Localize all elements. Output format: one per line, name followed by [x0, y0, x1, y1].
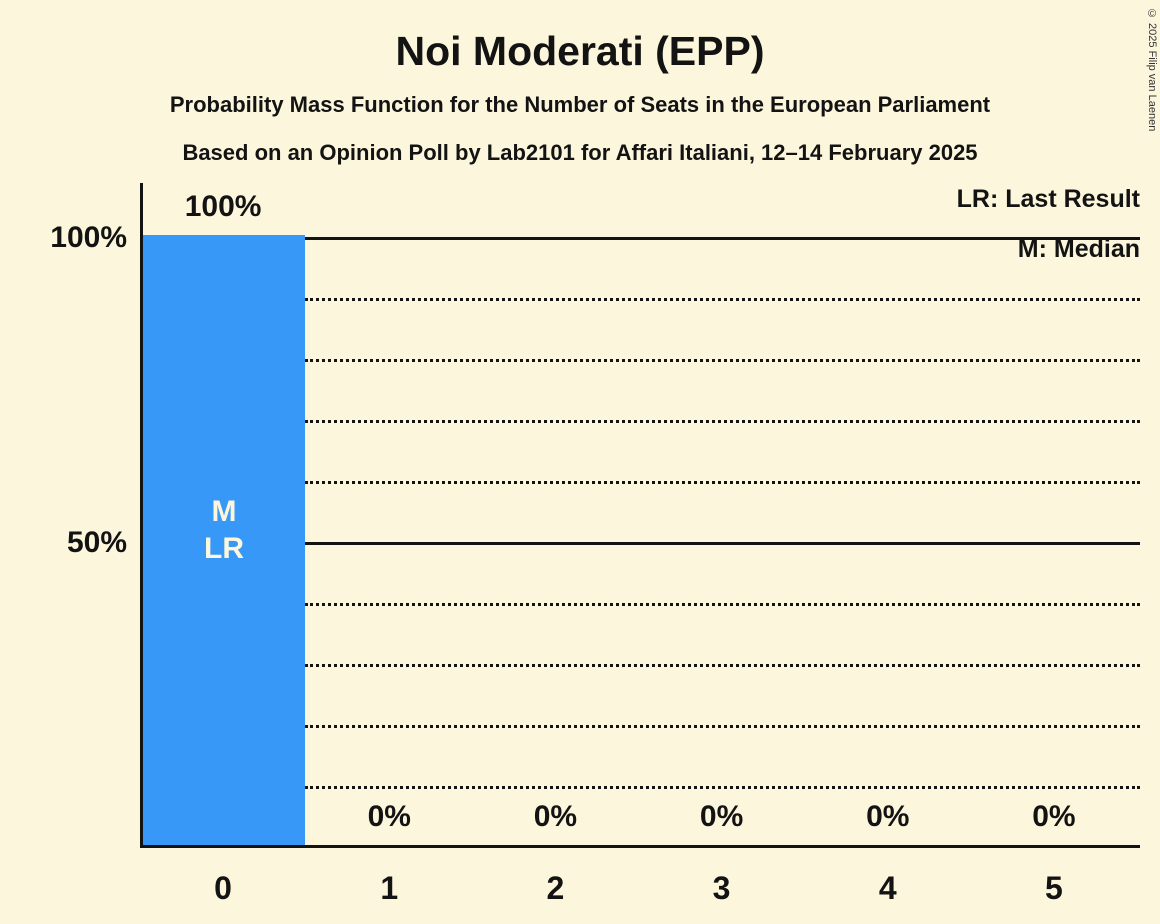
x-tick-seats-0: 0 [214, 870, 232, 906]
x-tick-seats-1: 1 [380, 870, 399, 906]
legend-last-result: LR: Last Result [956, 185, 1140, 213]
x-tick-seats-5: 5 [1045, 870, 1063, 906]
value-label-seats-3: 0% [699, 800, 744, 833]
median-last-result-annotation: M LR [204, 495, 244, 565]
gridline-90pct [305, 297, 1140, 301]
chart-title: Noi Moderati (EPP) [395, 28, 765, 74]
gridline-100pct [305, 236, 1140, 240]
x-tick-seats-2: 2 [546, 870, 565, 906]
y-tick-50pct: 50% [66, 526, 127, 559]
gridline-40pct [305, 602, 1140, 606]
x-tick-seats-4: 4 [878, 870, 897, 906]
gridline-70pct [305, 419, 1140, 423]
copyright-notice: © 2025 Filip van Laenen [1146, 8, 1158, 132]
gridline-60pct [305, 480, 1140, 484]
chart-subtitle-pmf: Probability Mass Function for the Number… [169, 92, 991, 117]
chart-subtitle-poll: Based on an Opinion Poll by Lab2101 for … [182, 140, 978, 165]
plot-area: M LR [140, 183, 1140, 848]
value-label-seats-1: 0% [367, 800, 411, 833]
value-label-seats-0: 100% [184, 190, 262, 223]
gridline-20pct [305, 724, 1140, 728]
value-label-seats-2: 0% [533, 800, 578, 833]
y-tick-100pct: 100% [50, 221, 127, 254]
value-label-seats-5: 0% [1032, 800, 1076, 833]
value-label-seats-4: 0% [866, 800, 910, 833]
bar-seats-0 [143, 235, 305, 845]
x-tick-seats-3: 3 [712, 870, 731, 906]
gridline-10pct [305, 785, 1140, 789]
gridline-80pct [305, 358, 1140, 362]
gridline-30pct [305, 663, 1140, 667]
gridline-50pct [305, 541, 1140, 545]
legend-median: M: Median [1017, 235, 1140, 263]
